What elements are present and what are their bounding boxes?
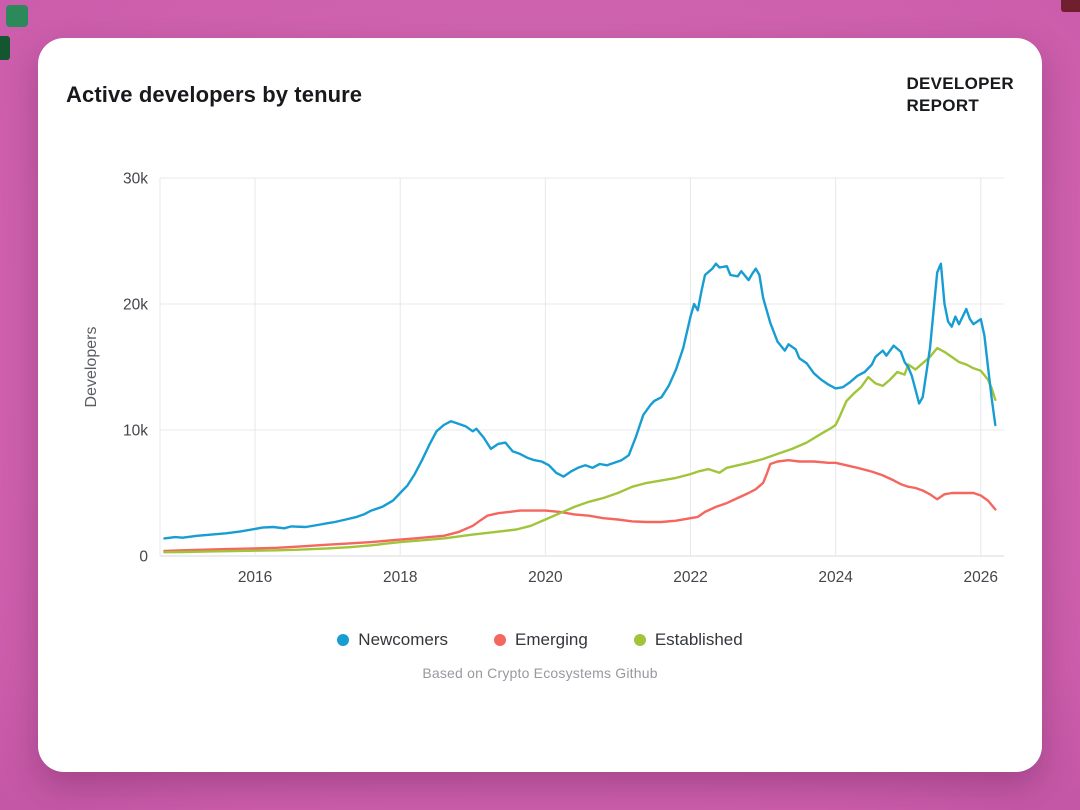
svg-text:2022: 2022	[673, 569, 707, 586]
established-legend-dot-icon	[633, 634, 646, 646]
chart-source-caption: Based on Crypto Ecosystems Github	[422, 665, 658, 681]
legend-item-established[interactable]: Established	[633, 630, 743, 650]
legend-label-emerging: Emerging	[515, 630, 588, 649]
svg-text:0: 0	[139, 549, 148, 566]
svg-text:20k: 20k	[123, 297, 148, 314]
page-title: Active developers by tenure	[66, 82, 363, 107]
emerging-legend-dot-icon	[494, 634, 507, 646]
background-decoration-top-left	[6, 5, 28, 27]
chart-legend: Newcomers Emerging Established	[38, 630, 1042, 650]
chart-card: Active developers by tenure DEVELOPER RE…	[38, 38, 1042, 772]
svg-text:2024: 2024	[818, 569, 853, 586]
svg-text:2026: 2026	[964, 569, 998, 586]
svg-text:10k: 10k	[123, 423, 148, 440]
developer-report-logo-line1: DEVELOPER	[906, 74, 1014, 93]
developer-report-logo-line2: REPORT	[906, 96, 980, 116]
background-decoration-top-right	[1061, 0, 1080, 12]
background-decoration-left-edge	[0, 36, 10, 60]
svg-text:2018: 2018	[383, 569, 417, 586]
svg-text:2016: 2016	[238, 569, 272, 586]
developer-report-logo: DEVELOPER REPORT	[906, 73, 1014, 118]
svg-text:Developers: Developers	[83, 327, 100, 408]
legend-item-emerging[interactable]: Emerging	[494, 630, 588, 650]
legend-item-newcomers[interactable]: Newcomers	[337, 630, 448, 650]
line-chart: 0 10k 20k 30k 2016 2018 2020 2022 2024 2026 Develo…	[83, 171, 1004, 586]
svg-text:30k: 30k	[123, 171, 148, 188]
newcomers-legend-dot-icon	[337, 634, 350, 646]
legend-label-established: Established	[654, 630, 743, 649]
svg-text:2020: 2020	[528, 569, 563, 586]
legend-label-newcomers: Newcomers	[358, 630, 449, 649]
